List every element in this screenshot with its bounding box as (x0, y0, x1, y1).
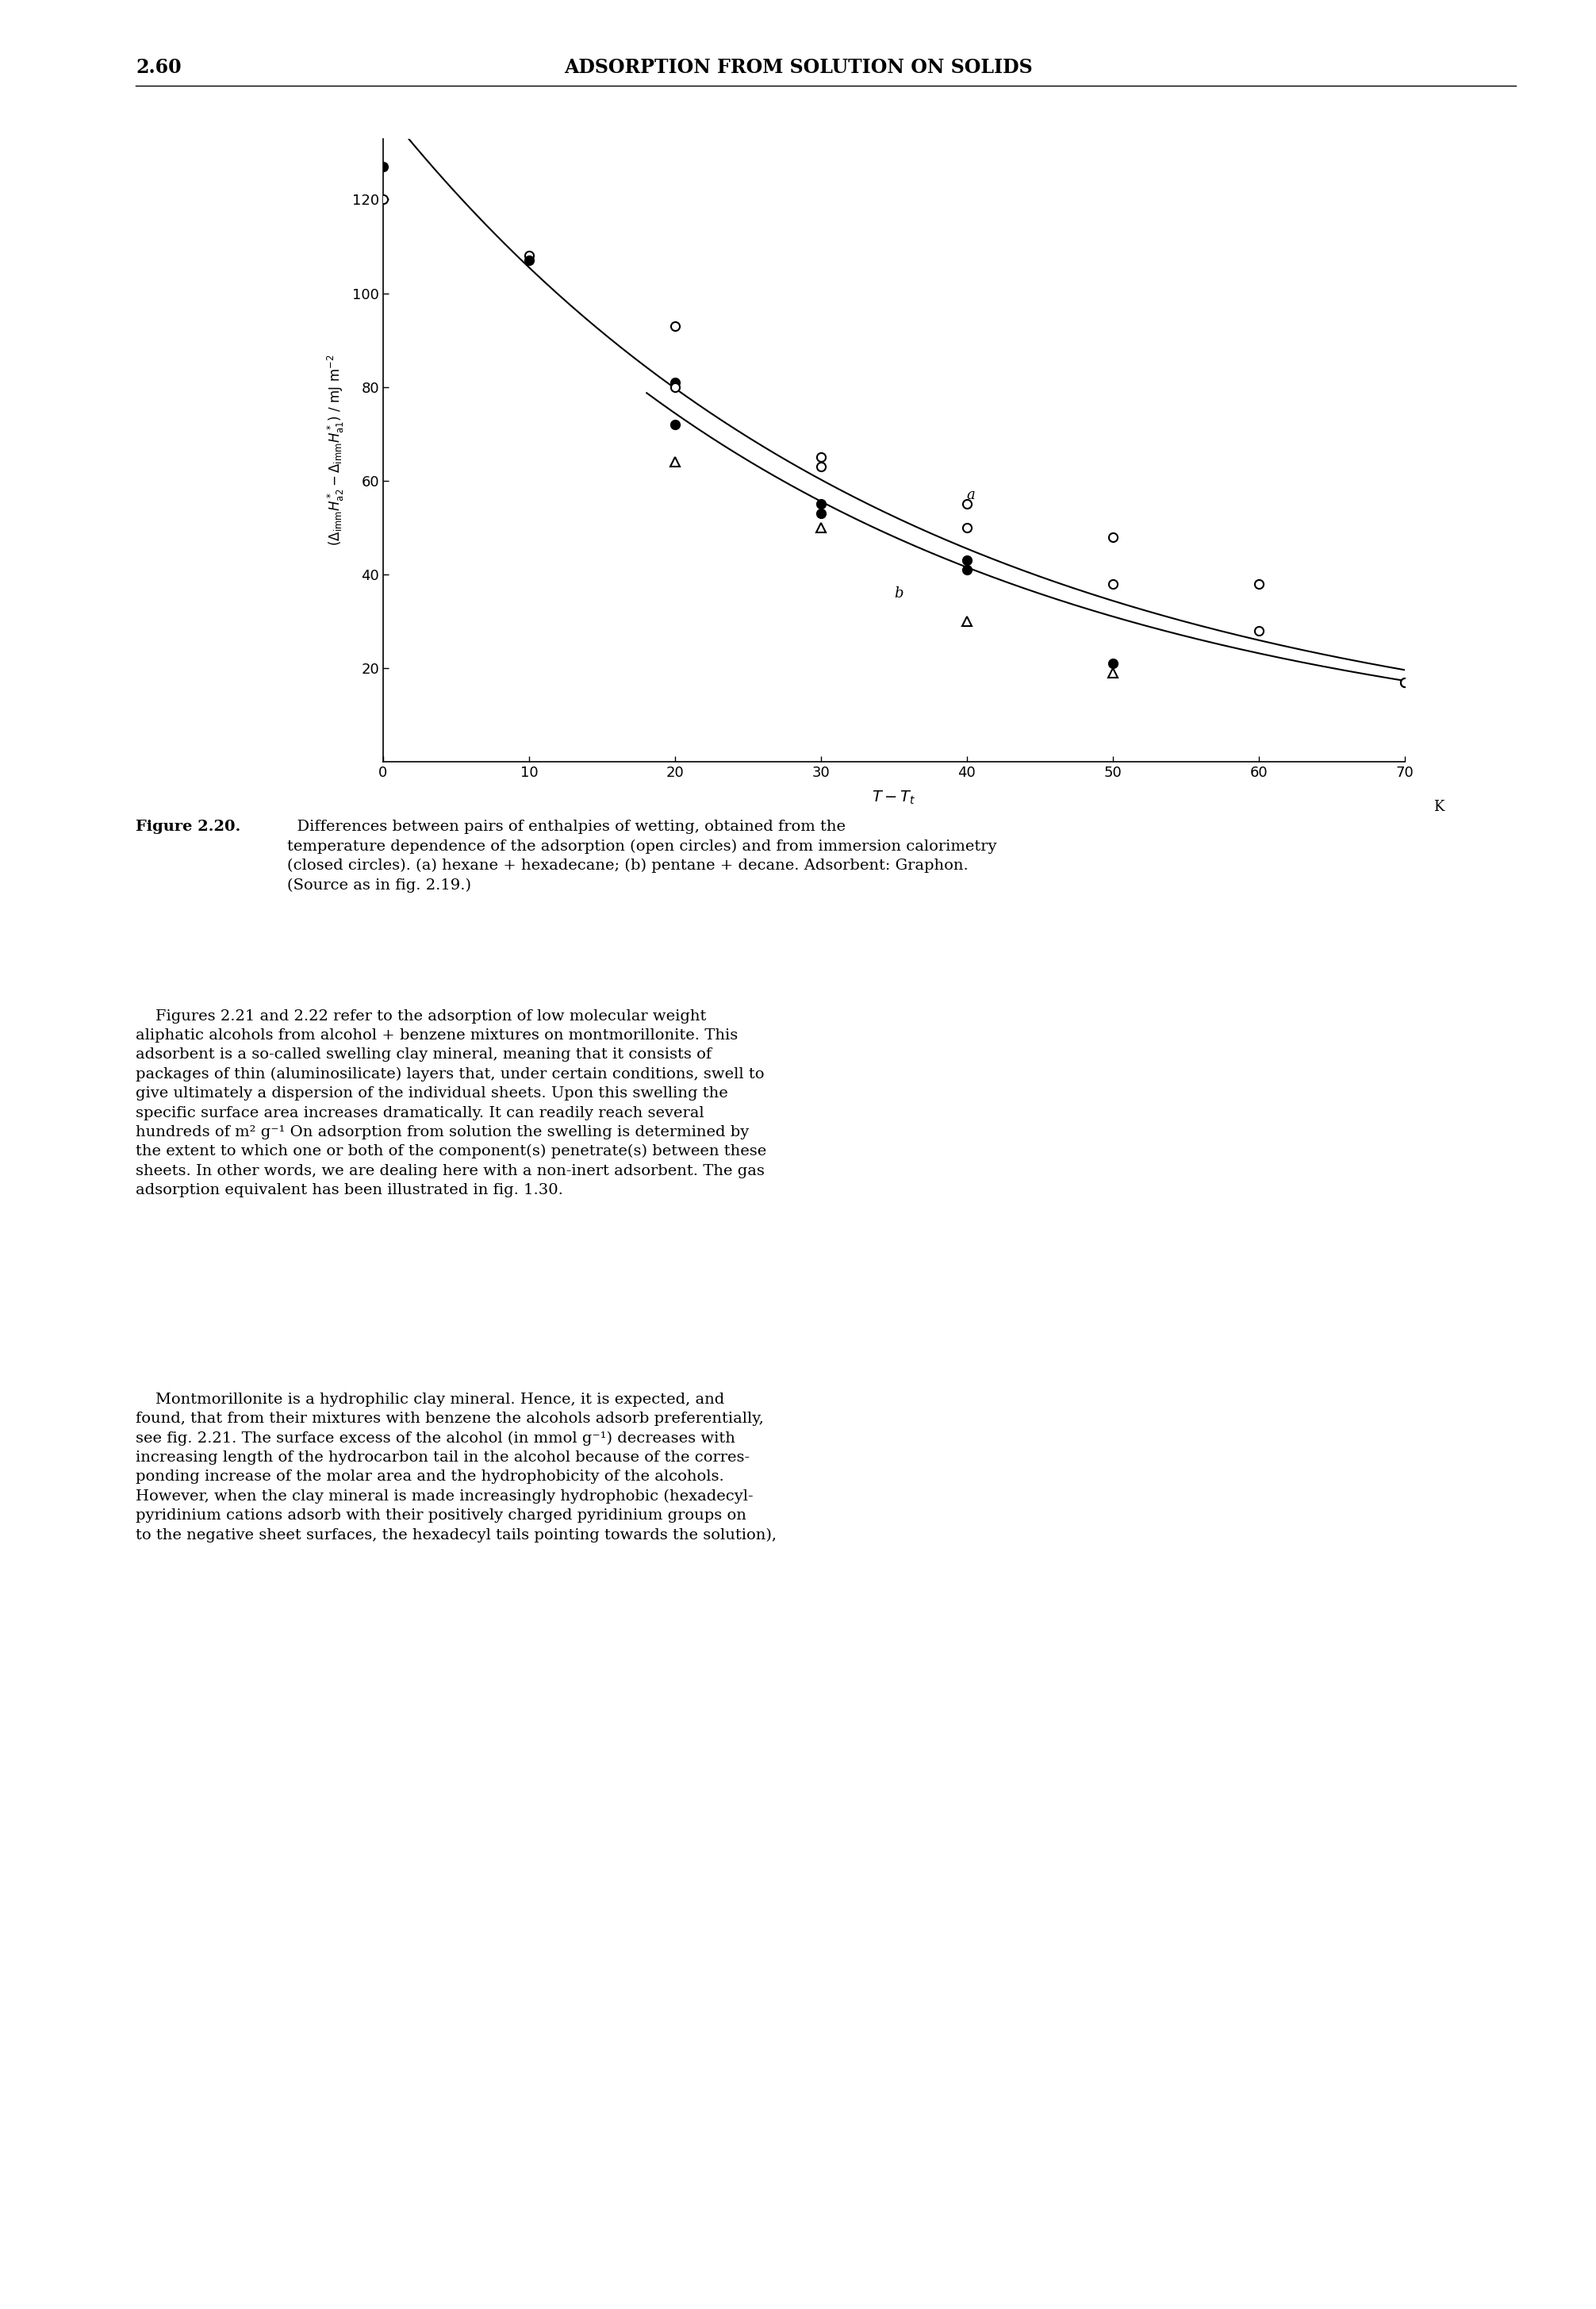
Text: 2.60: 2.60 (136, 58, 182, 76)
Text: K: K (1433, 799, 1444, 813)
Text: ADSORPTION FROM SOLUTION ON SOLIDS: ADSORPTION FROM SOLUTION ON SOLIDS (563, 58, 1033, 76)
Text: Montmorillonite is a hydrophilic clay mineral. Hence, it is expected, and
found,: Montmorillonite is a hydrophilic clay mi… (136, 1392, 777, 1542)
Text: a: a (967, 487, 975, 501)
Text: Figure 2.20.: Figure 2.20. (136, 820, 241, 834)
Text: Figures 2.21 and 2.22 refer to the adsorption of low molecular weight
aliphatic : Figures 2.21 and 2.22 refer to the adsor… (136, 1009, 766, 1198)
X-axis label: $T - T_t$: $T - T_t$ (871, 790, 916, 806)
Y-axis label: $(\Delta_{\rm imm}H^*_{{\rm a}2} - \Delta_{\rm imm}H^*_{{\rm a}1})\ /\ {\rm mJ\ : $(\Delta_{\rm imm}H^*_{{\rm a}2} - \Delt… (326, 353, 345, 547)
Text: Differences between pairs of enthalpies of wetting, obtained from the
temperatur: Differences between pairs of enthalpies … (287, 820, 998, 894)
Text: b: b (894, 586, 903, 600)
